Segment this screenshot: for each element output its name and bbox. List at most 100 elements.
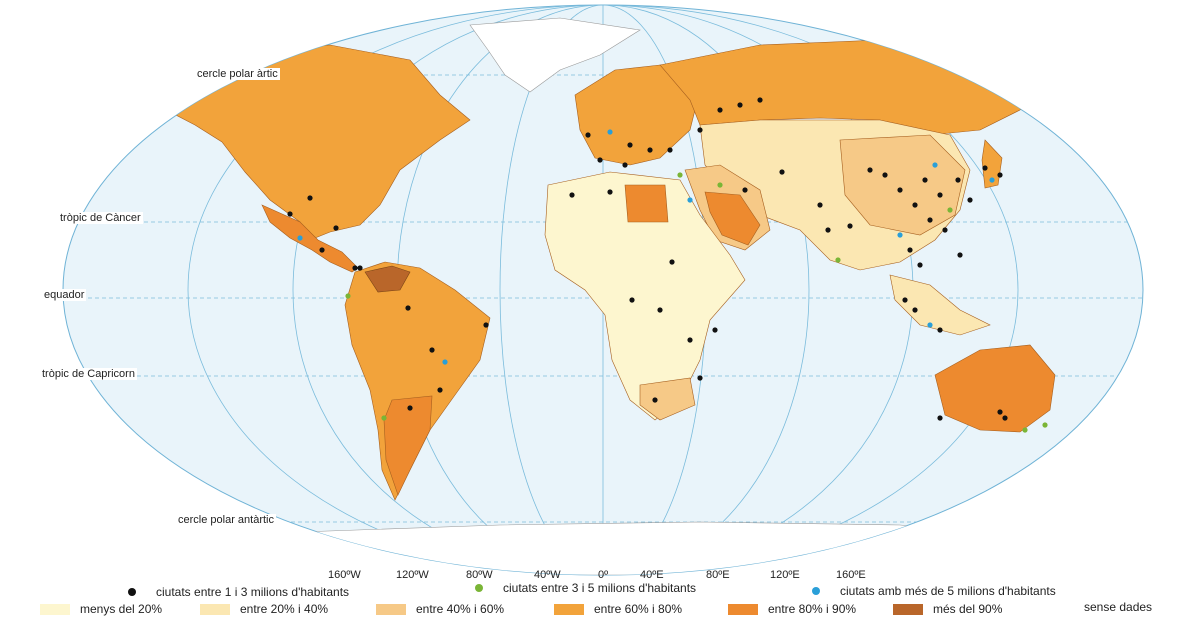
city-marker	[922, 177, 928, 183]
legend-class-3-label: entre 40% i 60%	[416, 602, 505, 616]
city-marker	[817, 202, 823, 208]
city-marker	[607, 189, 613, 195]
europe	[574, 64, 701, 166]
city-marker	[677, 172, 683, 178]
tropic-cancer-label: tròpic de Càncer	[58, 212, 143, 224]
lon-label-160e: 160ºE	[836, 569, 866, 581]
city-marker	[937, 415, 943, 421]
city-marker	[989, 177, 995, 183]
city-marker	[1002, 415, 1008, 421]
legend-city-small: ciutats entre 1 i 3 milions d'habitants	[128, 585, 349, 599]
china	[839, 134, 966, 236]
city-marker	[687, 197, 693, 203]
legend-class-1-label: menys del 20%	[80, 602, 163, 616]
city-marker	[907, 247, 913, 253]
city-marker	[955, 177, 961, 183]
city-marker	[897, 232, 903, 238]
city-marker	[483, 322, 489, 328]
city-marker	[947, 207, 953, 213]
lon-label-80e: 80ºE	[706, 569, 730, 581]
lon-label-160w: 160ºW	[328, 569, 361, 581]
city-marker	[697, 375, 703, 381]
legend-class-4: entre 60% i 80%	[554, 602, 682, 616]
swatch-60-80	[554, 603, 584, 615]
city-marker	[405, 305, 411, 311]
lon-label-40w: 40ºW	[534, 569, 561, 581]
legend-city-medium: ciutats entre 3 i 5 milions d'habitants	[475, 581, 696, 595]
tropic-capricorn-label: tròpic de Capricorn	[40, 368, 137, 380]
legend-class-4-label: entre 60% i 80%	[594, 602, 683, 616]
legend-city-small-label: ciutats entre 1 i 3 milions d'habitants	[156, 585, 350, 599]
city-marker	[357, 265, 363, 271]
city-marker	[657, 307, 663, 313]
city-marker	[607, 129, 613, 135]
city-marker	[437, 387, 443, 393]
city-marker	[997, 172, 1003, 178]
city-marker	[622, 162, 628, 168]
city-marker	[297, 235, 303, 241]
legend-city-large-label: ciutats amb més de 5 milions d'habitants	[840, 584, 1056, 598]
city-marker	[597, 157, 603, 163]
city-marker	[319, 247, 325, 253]
city-marker	[717, 107, 723, 113]
city-marker	[687, 337, 693, 343]
legend-city-large: ciutats amb més de 5 milions d'habitants	[812, 584, 1056, 598]
city-marker	[967, 197, 973, 203]
argentina	[383, 395, 433, 496]
city-marker	[902, 297, 908, 303]
city-marker	[569, 192, 575, 198]
arctic-circle-label: cercle polar àrtic	[195, 68, 280, 80]
city-marker	[381, 415, 387, 421]
landmasses	[63, 17, 1143, 575]
swatch-20-40	[200, 603, 230, 615]
city-marker	[882, 172, 888, 178]
legend-no-data: sense dades	[1084, 600, 1152, 614]
australia	[934, 344, 1056, 433]
swatch-40-60	[376, 603, 406, 615]
legend-class-1: menys del 20%	[40, 602, 162, 616]
venezuela	[364, 265, 411, 293]
legend-class-5-label: entre 80% i 90%	[768, 602, 857, 616]
city-marker	[997, 409, 1003, 415]
city-marker	[867, 167, 873, 173]
city-marker	[847, 223, 853, 229]
city-marker	[897, 187, 903, 193]
lon-label-120w: 120ºW	[396, 569, 429, 581]
south-africa	[639, 377, 696, 421]
city-marker	[407, 405, 413, 411]
north-america	[149, 44, 471, 241]
city-marker	[307, 195, 313, 201]
antarctic-circle-label: cercle polar antàrtic	[176, 514, 276, 526]
city-marker	[345, 293, 351, 299]
city-marker	[942, 227, 948, 233]
lon-label-40e: 40ºE	[640, 569, 664, 581]
city-marker	[712, 327, 718, 333]
city-marker	[937, 192, 943, 198]
city-marker	[912, 307, 918, 313]
legend-class-5: entre 80% i 90%	[728, 602, 856, 616]
saudi-arabia	[704, 191, 761, 246]
libya	[624, 184, 669, 223]
black-dot-icon	[128, 588, 136, 596]
city-marker	[937, 327, 943, 333]
antarctica	[63, 521, 1143, 575]
legend-class-3: entre 40% i 60%	[376, 602, 504, 616]
city-marker	[667, 147, 673, 153]
city-marker	[912, 202, 918, 208]
city-marker	[669, 259, 675, 265]
city-marker	[917, 262, 923, 268]
city-marker	[835, 257, 841, 263]
city-marker	[757, 97, 763, 103]
city-marker	[957, 252, 963, 258]
city-marker	[1022, 427, 1028, 433]
city-marker	[927, 322, 933, 328]
legend-city-medium-label: ciutats entre 3 i 5 milions d'habitants	[503, 581, 697, 595]
legend-class-6: més del 90%	[893, 602, 1002, 616]
blue-dot-icon	[812, 587, 820, 595]
city-marker	[779, 169, 785, 175]
city-marker	[737, 102, 743, 108]
city-marker	[697, 127, 703, 133]
city-marker	[287, 211, 293, 217]
lon-label-80w: 80ºW	[466, 569, 493, 581]
japan	[981, 139, 1003, 189]
